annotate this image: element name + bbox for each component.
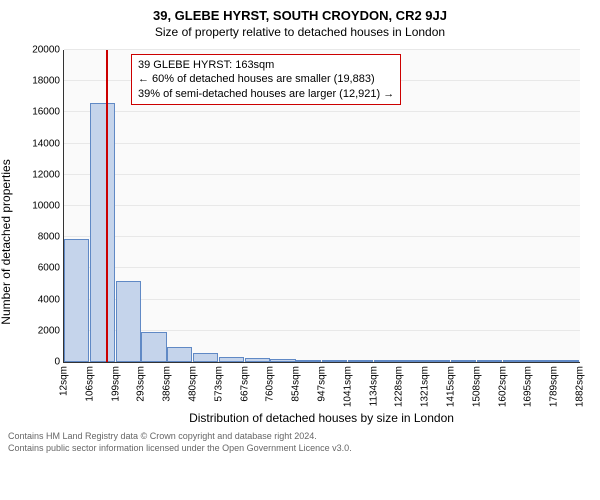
gridline (64, 111, 580, 112)
y-tick-label: 8000 (38, 232, 60, 243)
x-tick-label: 573sqm (213, 366, 224, 402)
gridline (64, 236, 580, 237)
histogram-bar (348, 360, 373, 362)
histogram-bar (528, 360, 553, 362)
chart-title: 39, GLEBE HYRST, SOUTH CROYDON, CR2 9JJ (8, 8, 592, 23)
x-tick-label: 12sqm (59, 366, 70, 396)
chart-subtitle: Size of property relative to detached ho… (8, 25, 592, 39)
gridline (64, 205, 580, 206)
x-tick-label: 199sqm (110, 366, 121, 402)
plot-area: 0200040006000800010000120001400016000180… (63, 50, 580, 363)
y-tick-label: 4000 (38, 294, 60, 305)
histogram-bar (116, 281, 141, 362)
x-tick-label: 1415sqm (446, 366, 457, 407)
x-tick-label: 1134sqm (368, 366, 379, 406)
histogram-bar (322, 360, 347, 362)
histogram-bar (193, 353, 218, 362)
histogram-bar (399, 360, 424, 362)
x-tick-label: 947sqm (317, 366, 328, 402)
x-tick-label: 480sqm (188, 366, 199, 402)
histogram-bar (554, 360, 579, 362)
histogram-bar (90, 103, 115, 362)
y-tick-label: 14000 (32, 138, 60, 149)
chart-container: 39, GLEBE HYRST, SOUTH CROYDON, CR2 9JJ … (8, 8, 592, 492)
reference-line (106, 50, 108, 362)
x-tick-label: 1508sqm (471, 366, 482, 407)
annotation-line-1: 39 GLEBE HYRST: 163sqm (138, 58, 394, 72)
histogram-bar (219, 357, 244, 362)
x-tick-label: 854sqm (291, 366, 302, 402)
gridline (64, 143, 580, 144)
annotation-box: 39 GLEBE HYRST: 163sqm ← 60% of detached… (131, 54, 401, 105)
footer: Contains HM Land Registry data © Crown c… (8, 431, 592, 454)
x-tick-label: 760sqm (265, 366, 276, 402)
gridline (64, 267, 580, 268)
x-tick-label: 1041sqm (342, 366, 353, 407)
histogram-bar (167, 347, 192, 362)
annotation-line-3: 39% of semi-detached houses are larger (… (138, 87, 394, 101)
gridline (64, 174, 580, 175)
histogram-bar (64, 239, 89, 362)
x-tick-label: 293sqm (136, 366, 147, 402)
x-tick-label: 1602sqm (497, 366, 508, 407)
y-tick-label: 6000 (38, 263, 60, 274)
y-tick-label: 10000 (32, 201, 60, 212)
footer-line-2: Contains public sector information licen… (8, 443, 592, 455)
histogram-bar (374, 360, 399, 362)
gridline (64, 330, 580, 331)
y-tick-label: 18000 (32, 76, 60, 87)
plot-wrap: Number of detached properties 0200040006… (8, 45, 592, 425)
histogram-bar (451, 360, 476, 362)
annotation-line-2: ← 60% of detached houses are smaller (19… (138, 72, 394, 86)
histogram-bar (270, 359, 295, 362)
histogram-bar (425, 360, 450, 362)
x-tick-label: 667sqm (239, 366, 250, 402)
y-axis-label: Number of detached properties (0, 159, 13, 324)
y-tick-label: 16000 (32, 107, 60, 118)
x-tick-label: 386sqm (162, 366, 173, 402)
x-tick-label: 1789sqm (549, 366, 560, 407)
x-tick-label: 106sqm (84, 366, 95, 402)
x-tick-label: 1228sqm (394, 366, 405, 407)
histogram-bar (245, 358, 270, 362)
y-tick-label: 2000 (38, 325, 60, 336)
histogram-bar (503, 360, 528, 362)
x-axis-label: Distribution of detached houses by size … (63, 411, 580, 425)
x-tick-label: 1882sqm (575, 366, 586, 407)
y-tick-label: 20000 (32, 45, 60, 56)
histogram-bar (141, 332, 166, 362)
gridline (64, 49, 580, 50)
x-tick-label: 1695sqm (523, 366, 534, 407)
gridline (64, 299, 580, 300)
footer-line-1: Contains HM Land Registry data © Crown c… (8, 431, 592, 443)
histogram-bar (477, 360, 502, 362)
x-tick-label: 1321sqm (420, 366, 431, 407)
histogram-bar (296, 360, 321, 362)
y-tick-label: 12000 (32, 169, 60, 180)
